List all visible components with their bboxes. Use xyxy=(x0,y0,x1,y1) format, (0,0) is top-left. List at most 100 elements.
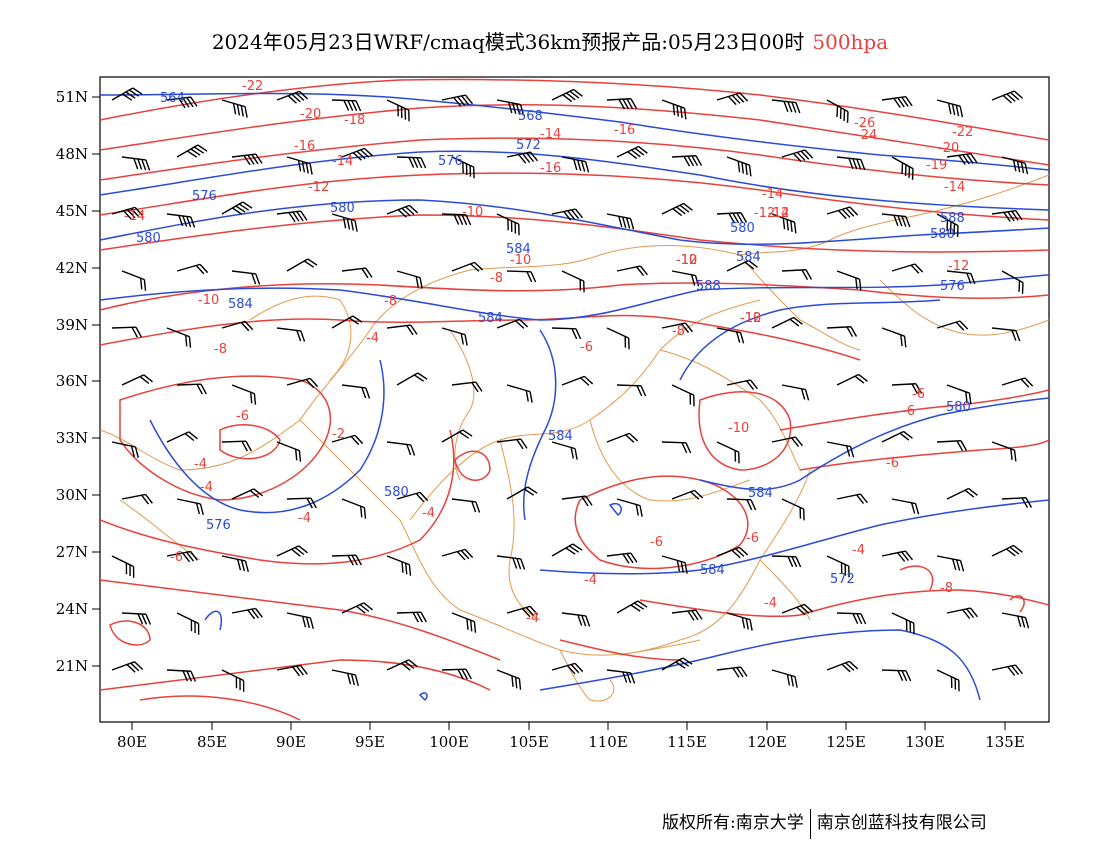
lat-tick-label: 51N xyxy=(56,88,88,106)
wind-barb xyxy=(836,373,868,386)
wind-barb xyxy=(451,498,481,513)
footer-divider xyxy=(809,808,811,839)
wind-barb xyxy=(561,495,593,507)
temperature-contour-label: -6 xyxy=(170,550,183,565)
lon-tick-label: 130E xyxy=(905,733,945,751)
wind-barb xyxy=(496,555,526,570)
temperature-contour-label: -6 xyxy=(580,340,593,355)
wind-barb xyxy=(551,208,583,221)
wind-barb xyxy=(661,322,693,334)
temperature-contour-label: -6 xyxy=(236,409,249,424)
wind-barb xyxy=(716,327,745,344)
longitude-axis: 80E 85E 90E 95E 100E 105E 110E 115E 120E 125E 130E… xyxy=(117,722,1025,751)
wind-barb xyxy=(451,261,484,272)
wind-barb xyxy=(551,662,584,675)
wind-barb xyxy=(506,151,538,164)
wind-barb xyxy=(726,379,758,391)
lat-tick-label: 33N xyxy=(56,429,88,447)
wind-barb xyxy=(891,263,924,274)
wind-barb xyxy=(551,327,582,340)
wind-barb xyxy=(396,156,427,169)
wind-barb xyxy=(891,612,915,635)
temperature-contour-label: -10 xyxy=(728,421,749,436)
temperature-contour-label: -10 xyxy=(510,253,531,268)
wind-barb xyxy=(441,668,472,680)
wind-barb xyxy=(671,155,703,167)
height-contour-label: 584 xyxy=(228,297,253,312)
wind-barb xyxy=(606,98,638,110)
wind-barb xyxy=(936,213,959,237)
wind-barb xyxy=(826,660,859,673)
height-contour-label: 576 xyxy=(438,154,463,169)
wind-barb xyxy=(286,258,318,272)
wind-barb xyxy=(771,555,802,568)
temperature-contour-label: -26 xyxy=(854,116,875,131)
wind-barb xyxy=(606,552,638,564)
wind-barb xyxy=(451,612,477,633)
temperature-contour-label: -14 xyxy=(762,187,783,202)
lat-tick-label: 36N xyxy=(56,372,88,390)
wind-barb xyxy=(496,438,528,450)
wind-barb xyxy=(231,607,263,620)
border-lines xyxy=(100,174,1049,702)
wind-barb xyxy=(771,213,797,234)
temperature-contour-label: -14 xyxy=(332,154,353,169)
lon-tick-label: 125E xyxy=(826,733,866,751)
wind-barb xyxy=(441,548,474,561)
wind-barb xyxy=(551,543,583,557)
temperature-contour-label: -19 xyxy=(926,158,947,173)
height-contour-label: 564 xyxy=(160,91,185,106)
wind-barb xyxy=(561,375,594,386)
wind-barb xyxy=(121,493,153,505)
wind-barb xyxy=(506,605,539,618)
wind-barb xyxy=(936,555,965,572)
temperature-contour-label: -10 xyxy=(198,293,219,308)
temperature-contour-label: -4 xyxy=(200,480,213,495)
lat-tick-label: 24N xyxy=(56,600,88,618)
wind-barb xyxy=(221,669,245,692)
temperature-contour-label: -10 xyxy=(676,253,697,268)
temperature-contour-label: -8 xyxy=(490,271,503,286)
wind-barb xyxy=(396,372,428,386)
latitude-axis: 51N 48N 45N 42N 39N 36N 33N 30N 27N 24N 21N xyxy=(56,88,100,675)
wind-barb xyxy=(726,259,758,272)
wind-barb xyxy=(606,213,635,230)
wind-barb xyxy=(881,95,913,108)
wind-barb xyxy=(276,441,302,462)
temperature-contour-label: -16 xyxy=(540,161,561,176)
wind-barb xyxy=(826,441,855,458)
temperature-contour-label: -16 xyxy=(294,139,315,154)
wind-barb xyxy=(276,210,308,223)
temperature-contour-label: -6 xyxy=(650,535,663,550)
wind-barb xyxy=(286,612,314,629)
temperature-contour-label: -8 xyxy=(384,294,397,309)
wind-barb xyxy=(771,316,803,329)
wind-barb xyxy=(561,612,591,627)
temperature-contour-label: -18 xyxy=(344,113,365,128)
temperature-contour-label: -4 xyxy=(764,596,777,611)
wind-barb xyxy=(836,612,867,625)
wind-barb xyxy=(991,90,1024,104)
wind-barb xyxy=(936,99,964,118)
wind-barb xyxy=(661,657,693,671)
wind-barb xyxy=(506,384,533,403)
wind-barb xyxy=(166,213,196,228)
temperature-contour-label: -4 xyxy=(422,506,435,521)
wind-barbs xyxy=(111,87,1034,692)
wind-barb xyxy=(496,99,525,116)
wind-barb xyxy=(166,96,198,109)
lat-tick-label: 48N xyxy=(56,145,88,163)
temperature-contour-label: -12 xyxy=(308,180,329,195)
temperature-contour-label: -14 xyxy=(124,209,145,224)
wind-barb xyxy=(396,270,423,289)
temperature-contour-label: -20 xyxy=(938,141,959,156)
wind-barb xyxy=(561,270,585,293)
wind-barb xyxy=(441,94,473,107)
lon-tick-label: 135E xyxy=(985,733,1025,751)
wind-barb xyxy=(891,156,914,180)
wind-barb xyxy=(176,263,209,275)
copyright-text: 版权所有:南京大学 xyxy=(662,813,804,833)
wind-barb xyxy=(441,429,473,443)
height-contour-label: 580 xyxy=(330,201,355,216)
wind-barb xyxy=(1001,377,1034,388)
